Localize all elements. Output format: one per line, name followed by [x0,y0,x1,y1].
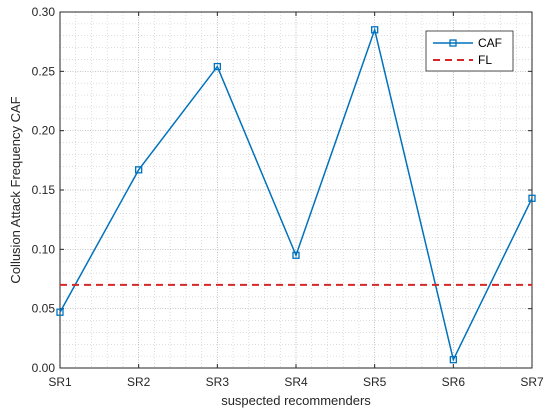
y-tick-label: 0.00 [32,361,56,375]
axis-ticks: 0.00 0.05 0.10 0.15 0.20 0.25 0.30 SR1 SR2 SR3 SR4… [32,5,544,389]
x-tick-label: SR4 [284,375,308,389]
legend-caf-label: CAF [478,36,502,50]
y-tick-label: 0.05 [32,302,56,316]
data-point-caf [371,26,379,34]
x-axis-label: suspected recommenders [221,393,371,408]
x-tick-label: SR3 [206,375,230,389]
legend-box [425,30,514,72]
y-axis-label: Collusion Attack Frequency CAF [8,96,23,283]
y-tick-label: 0.10 [32,242,56,256]
series-line-caf [59,27,533,362]
y-tick-label: 0.20 [32,124,56,138]
x-tick-label: SR1 [48,375,72,389]
x-tick-label: SR5 [363,375,387,389]
data-point-caf [213,62,221,71]
x-tick-label: SR6 [442,375,466,389]
legend-caf-marker [449,39,457,47]
y-tick-label: 0.30 [32,5,56,19]
x-tick-label: SR2 [127,375,151,389]
series-layer [56,26,536,364]
legend-fl-label: FL [478,53,492,67]
y-tick-label: 0.15 [32,183,56,197]
data-point-caf [135,166,143,174]
data-point-caf [528,194,536,202]
data-point-caf [292,251,300,259]
x-tick-label: SR7 [520,375,544,389]
data-point-caf [56,308,64,316]
legend: CAF FL [425,30,514,72]
data-point-caf [449,356,457,364]
y-tick-label: 0.25 [32,64,56,78]
